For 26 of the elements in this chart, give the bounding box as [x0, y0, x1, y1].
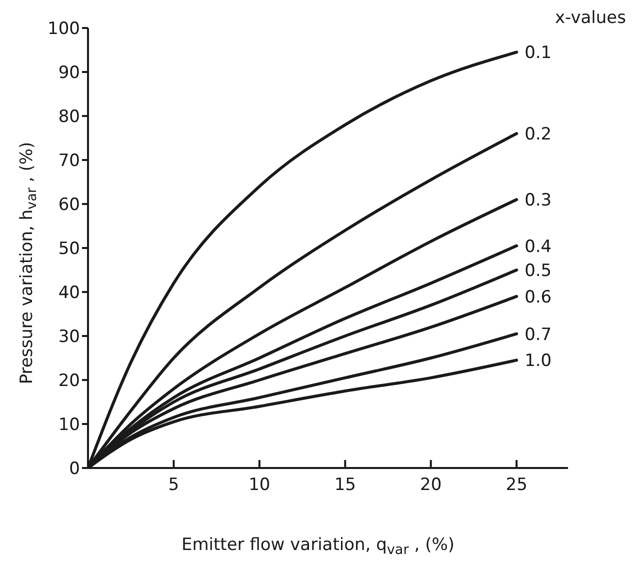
series-label: 0.6	[524, 287, 552, 308]
y-tick-label: 70	[58, 151, 80, 172]
series-label: 0.3	[524, 190, 552, 211]
y-tick-label: 100	[48, 19, 80, 40]
x-tick-label: 15	[334, 475, 356, 496]
y-tick-label: 20	[58, 371, 80, 392]
y-tick-label: 90	[58, 63, 80, 84]
series-label: 0.4	[524, 236, 552, 257]
y-tick-label: 80	[58, 107, 80, 128]
y-tick-label: 50	[58, 239, 80, 260]
x-axis-title: Emitter flow variation, q$_{var}$ , (%)	[181, 535, 455, 558]
y-tick-label: 40	[58, 283, 80, 304]
y-tick-label: 10	[58, 415, 80, 436]
x-tick-label: 5	[168, 475, 180, 496]
series-label: 1.0	[524, 351, 552, 372]
y-tick-label: 60	[58, 195, 80, 216]
series-label: 0.7	[524, 324, 552, 345]
x-tick-label: 10	[248, 475, 270, 496]
y-tick-label: 30	[58, 327, 80, 348]
series-label: 0.2	[524, 124, 552, 145]
series-label: 0.1	[524, 43, 552, 64]
x-tick-label: 25	[506, 475, 528, 496]
y-tick-label: 0	[69, 459, 80, 480]
series-label: 0.5	[524, 261, 552, 281]
x-tick-label: 20	[420, 475, 442, 496]
legend-title: x-values	[554, 8, 626, 28]
